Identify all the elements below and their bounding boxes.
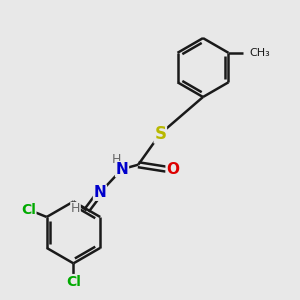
Text: Cl: Cl <box>21 202 36 217</box>
Text: S: S <box>154 125 166 143</box>
Text: N: N <box>116 162 128 177</box>
Text: H: H <box>112 153 122 166</box>
Text: Cl: Cl <box>66 274 81 289</box>
Text: N: N <box>94 185 106 200</box>
Text: CH₃: CH₃ <box>249 48 270 58</box>
Text: H: H <box>71 202 80 215</box>
Text: O: O <box>166 162 179 177</box>
